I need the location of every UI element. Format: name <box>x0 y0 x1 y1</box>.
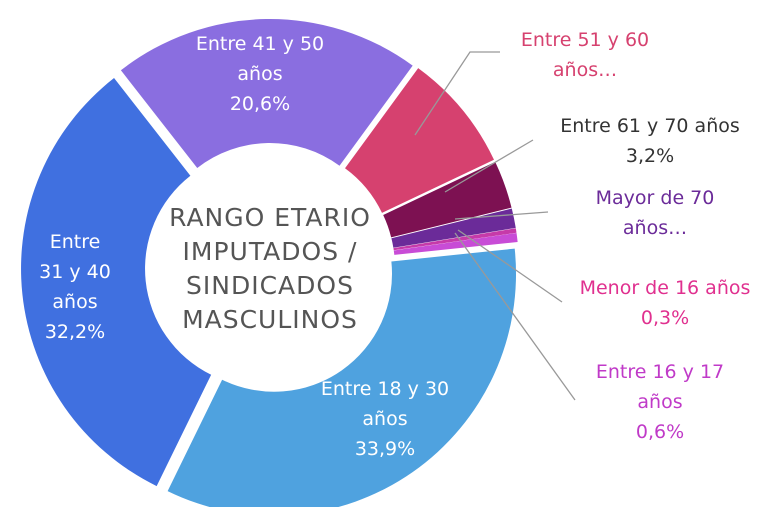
slice-label: Entre 51 y 60 años… <box>521 29 649 81</box>
value-label: 0,6% <box>636 421 684 443</box>
value-label: 3,2% <box>626 145 674 167</box>
donut-slice <box>167 248 517 507</box>
value-label: 32,2% <box>45 321 105 343</box>
donut-slice <box>393 228 517 251</box>
chart-title: RANGO ETARIO IMPUTADOS / SINDICADOS MASCULI… <box>169 203 371 334</box>
leader-line <box>454 211 549 220</box>
value-label: 20,6% <box>230 93 290 115</box>
donut-slice <box>345 68 494 213</box>
slice-label: Entre 31 y 40 años <box>39 231 111 313</box>
donut-slice <box>383 161 512 238</box>
slice-label: Mayor de 70 años… <box>596 187 715 239</box>
leader-line <box>444 139 534 193</box>
slice-label: Entre 16 y 17 años <box>596 361 724 413</box>
donut-slice <box>120 19 413 169</box>
slice-label: Menor de 16 años <box>580 277 751 299</box>
slice-label: Entre 61 y 70 años <box>560 115 740 137</box>
slice-label: Entre 41 y 50 años <box>196 33 324 85</box>
slice-label: Entre 18 y 30 años <box>321 378 449 430</box>
value-label: 0,3% <box>641 307 689 329</box>
donut-slice <box>393 232 518 255</box>
value-label: 33,9% <box>355 438 415 460</box>
donut-slice <box>21 78 212 487</box>
leader-line <box>414 51 500 136</box>
leader-line <box>457 229 563 303</box>
donut-slice <box>391 208 516 248</box>
leader-line <box>454 232 576 401</box>
